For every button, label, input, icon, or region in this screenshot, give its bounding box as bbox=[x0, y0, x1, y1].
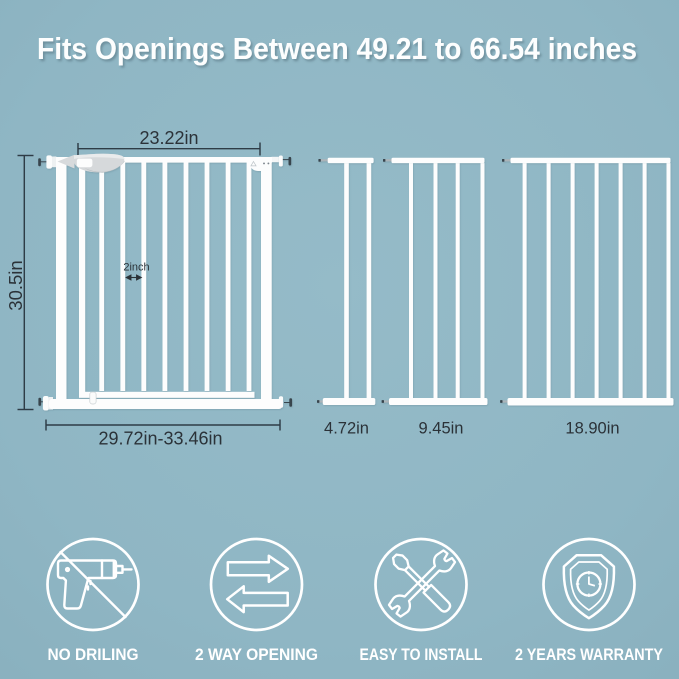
svg-text:18.90in: 18.90in bbox=[565, 420, 619, 438]
svg-text:29.72in-33.46in: 29.72in-33.46in bbox=[98, 429, 222, 449]
svg-text:9.45in: 9.45in bbox=[419, 420, 464, 438]
svg-text:2 YEARS WARRANTY: 2 YEARS WARRANTY bbox=[515, 646, 663, 664]
svg-text:NO DRILING: NO DRILING bbox=[48, 646, 139, 664]
svg-text:30.5in: 30.5in bbox=[5, 260, 26, 310]
svg-text:23.22in: 23.22in bbox=[139, 128, 198, 148]
svg-text:2 WAY OPENING: 2 WAY OPENING bbox=[195, 646, 318, 664]
svg-text:2inch: 2inch bbox=[123, 262, 149, 274]
svg-text:Fits Openings Between 49.21 to: Fits Openings Between 49.21 to 66.54 inc… bbox=[37, 32, 637, 66]
svg-text:EASY TO INSTALL: EASY TO INSTALL bbox=[360, 646, 483, 664]
svg-text:4.72in: 4.72in bbox=[324, 420, 369, 438]
